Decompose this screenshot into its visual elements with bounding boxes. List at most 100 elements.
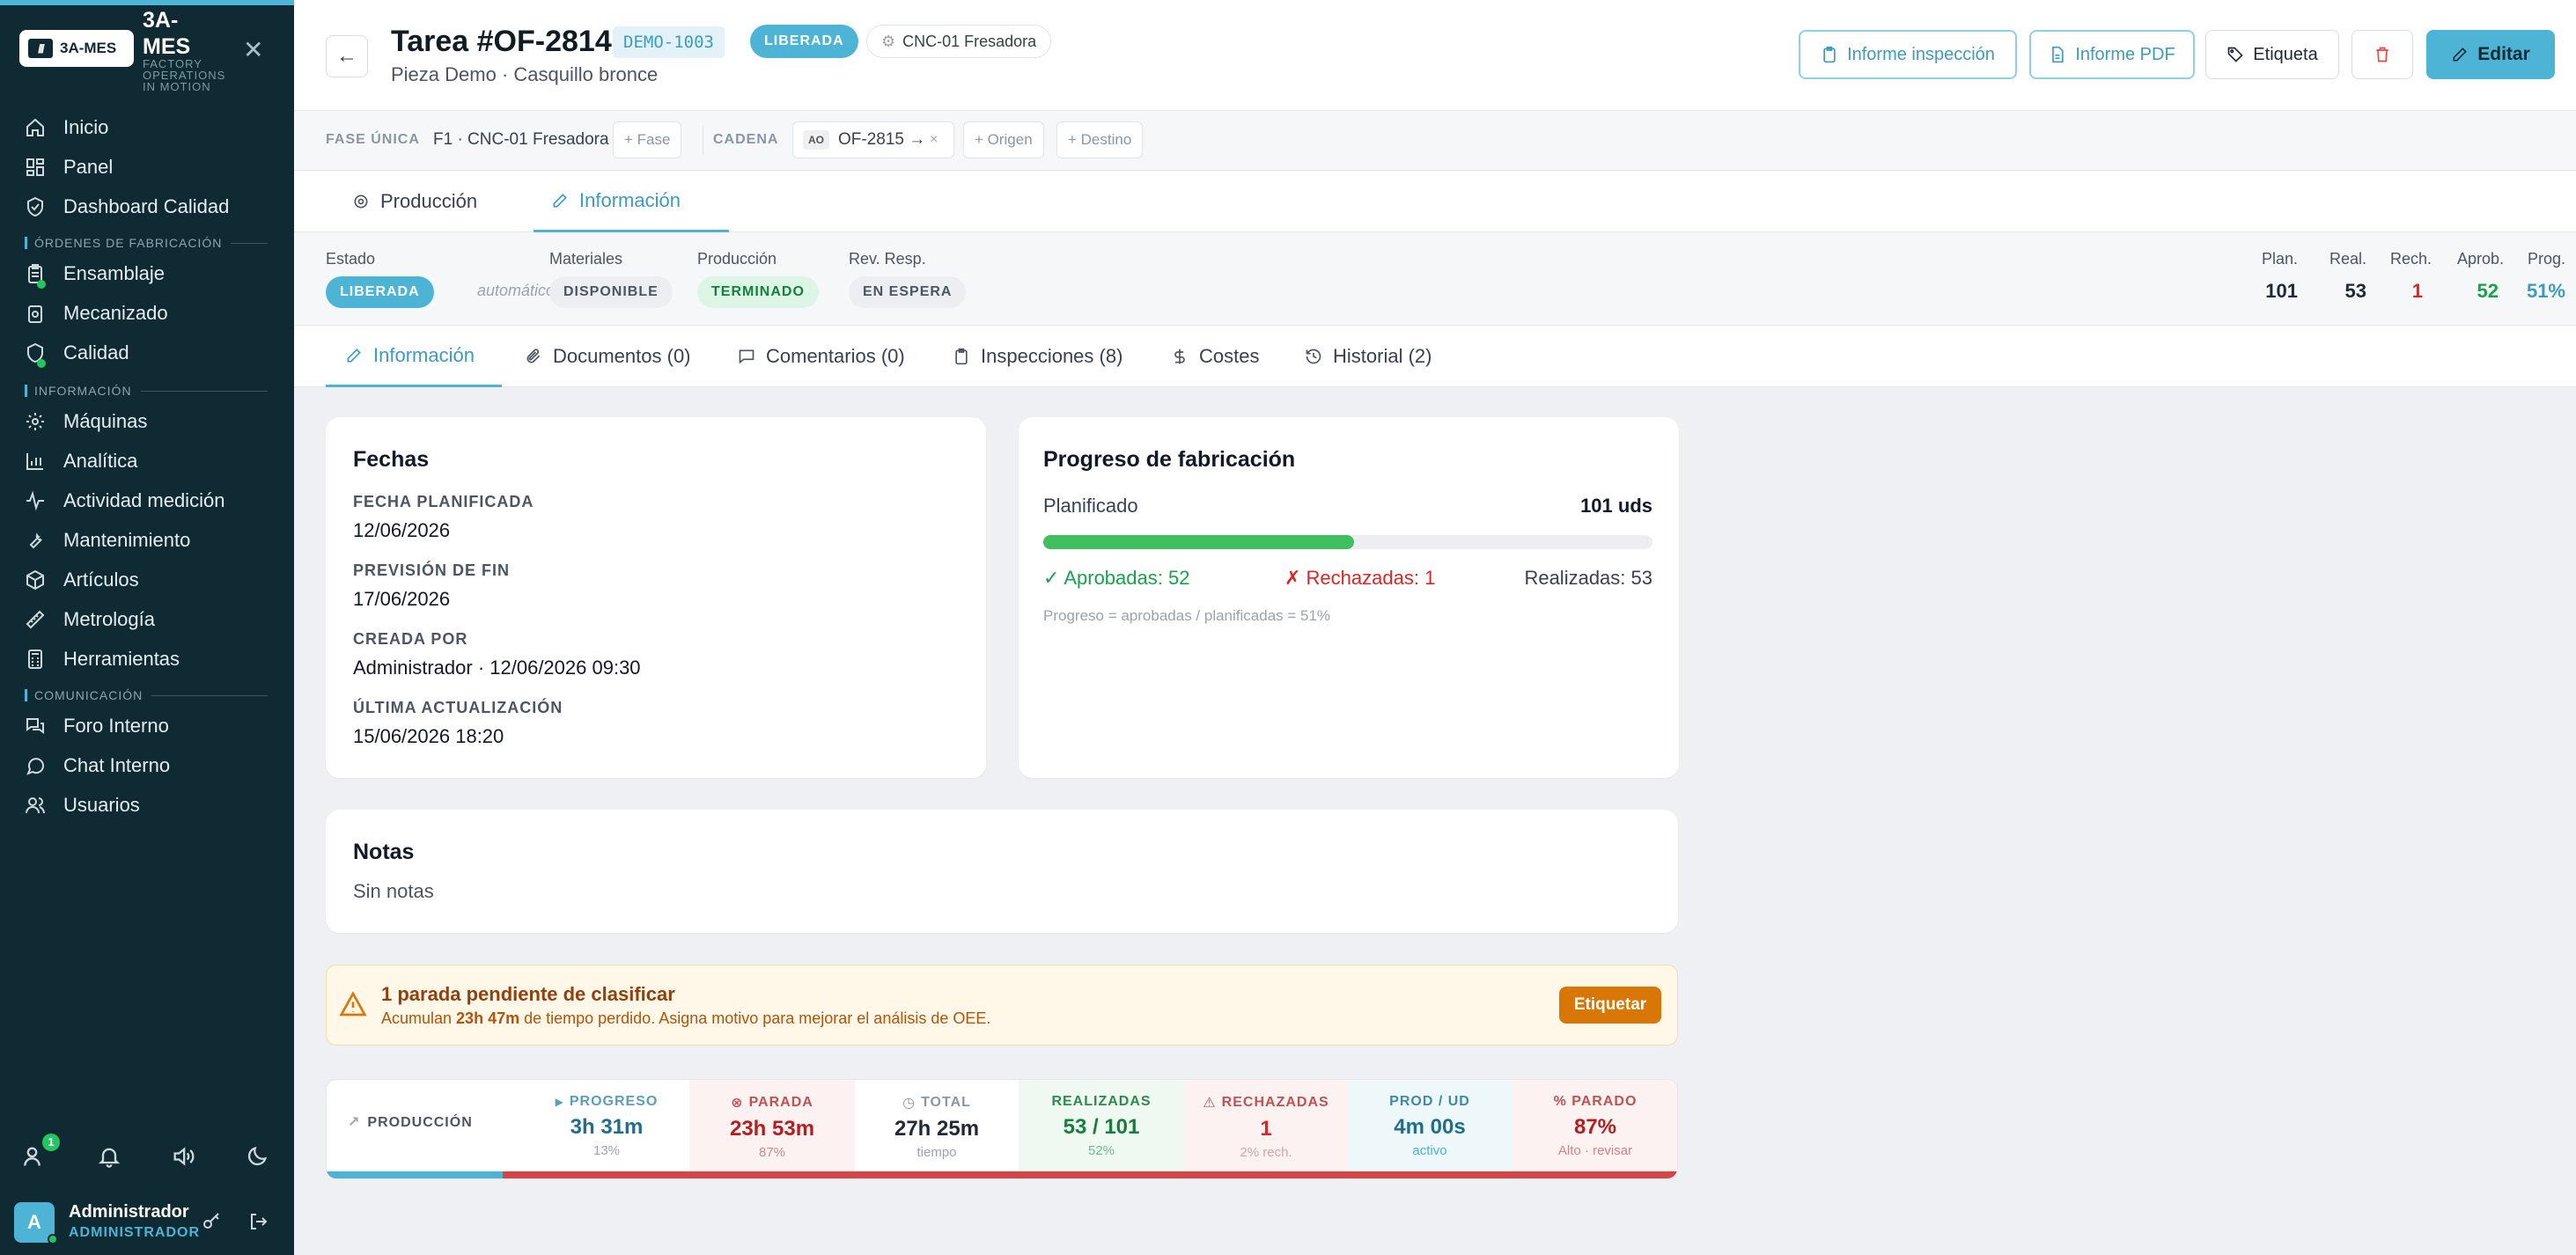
sidebar-item-label: Herramientas [63,648,180,670]
field-value: 17/06/2026 [353,588,451,610]
sidebar-item-mantenimiento[interactable]: Mantenimiento [25,525,190,555]
sidebar-item-ensamblaje[interactable]: Ensamblaje [25,259,165,289]
sidebar-item-maquinas[interactable]: Máquinas [25,407,147,437]
kpi-aprob-value: 52 [2477,280,2499,302]
field-label: ÚLTIMA ACTUALIZACIÓN [353,699,563,716]
section-comunicacion: COMUNICACIÓN [25,688,268,702]
field-value: 12/06/2026 [353,519,451,541]
page-title: Tarea #OF-2814 [391,25,612,58]
sidebar-item-usuarios[interactable]: Usuarios [25,790,140,820]
tab-comentarios[interactable]: Comentarios (0) [738,326,905,387]
sidebar-item-articulos[interactable]: Artículos [25,565,139,595]
edit-button[interactable]: Editar [2426,30,2555,79]
clipboard-icon [955,348,968,365]
activity-icon [26,490,44,511]
production-summary-strip: ↗ PRODUCCIÓN ▶ PROGRESO 3h 31m 13% ⊗ PARADA… [326,1079,1678,1179]
add-origin-button[interactable]: + Origen [963,121,1044,158]
kpi-plan-value: 101 [2265,280,2298,302]
sidebar-item-chat-interno[interactable]: Chat Interno [25,751,170,781]
kpi-aprob-label: Aprob. [2456,250,2504,268]
alert-title: 1 parada pendiente de clasificar [381,983,675,1005]
sidebar-item-foro-interno[interactable]: Foro Interno [25,711,169,741]
planned-value: 101 uds [1580,495,1652,517]
rejected-count: ✗ Rechazadas: 1 [1284,567,1436,589]
pencil-icon [347,348,361,362]
sidebar-item-analitica[interactable]: Analítica [25,446,137,476]
sidebar-item-calidad[interactable]: Calidad [25,338,129,368]
users-online-icon[interactable] [23,1144,48,1169]
users-online-badge: 1 [42,1134,60,1151]
bar-chart-icon [26,453,43,470]
bell-icon[interactable] [97,1144,121,1169]
sidebar-item-label: Ensamblaje [63,262,165,284]
moon-icon[interactable] [245,1144,269,1169]
materiales-label: Materiales [549,250,623,268]
pencil-icon [553,193,567,207]
sidebar-item-dashboard-calidad[interactable]: Dashboard Calidad [25,192,229,222]
sidebar-item-metrologia[interactable]: Metrología [25,605,155,635]
done-count: Realizadas: 53 [1524,567,1652,589]
sidebar-item-label: Panel [63,156,114,178]
online-status-dot [48,1234,58,1244]
back-button[interactable]: ← [326,35,368,77]
file-icon [2052,46,2064,63]
progress-formula: Progreso = aprobadas / planificadas = 51… [1043,607,1331,624]
calculator-icon [28,650,42,669]
fechas-title: Fechas [353,447,430,472]
ps-prod-ud: PROD / UD 4m 00s activo [1348,1080,1512,1171]
kpi-rech-value: 1 [2411,280,2423,302]
tab-costes[interactable]: Costes [1171,326,1259,387]
ruler-icon [26,610,45,629]
chain-remove-icon[interactable]: × [930,132,938,147]
tab-documentos[interactable]: Documentos (0) [525,326,691,387]
status-strip: Estado LIBERADA automático Materiales DI… [294,232,2576,326]
logout-icon[interactable] [248,1211,269,1232]
sidebar-item-label: Usuarios [63,794,140,816]
add-phase-button[interactable]: + Fase [613,121,682,158]
ps-pct-parado: % PARADO 87% Alto · revisar [1512,1080,1677,1171]
phase-value[interactable]: F1 · CNC-01 Fresadora [433,130,609,149]
materiales-badge: DISPONIBLE [549,276,673,308]
users-icon [26,797,45,814]
brand-tagline: FACTORY OPERATIONS IN MOTION [143,57,226,93]
wrench-icon [29,532,42,549]
logo[interactable]: /// 3A-MES [19,30,134,67]
kpi-real-label: Real. [2329,250,2366,268]
paperclip-icon [526,349,541,363]
sidebar-item-herramientas[interactable]: Herramientas [25,644,180,674]
logo-text: 3A-MES [60,40,117,56]
tab-informacion-sub[interactable]: Información [326,326,502,387]
tab-produccion[interactable]: Producción [352,171,477,232]
gear-icon [26,413,44,430]
tab-inspecciones[interactable]: Inspecciones (8) [953,326,1122,387]
chat-icon [26,758,45,775]
sidebar-item-panel[interactable]: Panel [25,152,113,182]
label-button[interactable]: Etiqueta [2205,30,2339,79]
key-icon[interactable] [201,1211,222,1232]
gear-icon: ⚙ [881,33,896,50]
machine-chip[interactable]: ⚙ CNC-01 Fresadora [866,25,1052,58]
status-dot [37,280,46,289]
add-destination-button[interactable]: + Destino [1056,121,1144,158]
kpi-real-value: 53 [2344,280,2366,302]
tab-historial[interactable]: Historial (2) [1305,326,1432,387]
delete-button[interactable] [2352,30,2413,79]
arrow-left-icon: ← [336,44,357,68]
sound-icon[interactable] [171,1144,195,1169]
clipboard-icon [28,264,42,283]
close-sidebar-icon[interactable]: ✕ [243,36,264,63]
inspection-report-button[interactable]: Informe inspección [1799,30,2017,79]
tab-informacion[interactable]: Información [534,171,729,232]
sidebar-item-actividad-medicion[interactable]: Actividad medición [25,486,224,516]
alert-text: Acumulan 23h 47m de tiempo perdido. Asig… [381,1009,991,1027]
sidebar: /// 3A-MES 3A-MES FACTORY OPERATIONS IN … [0,0,294,1255]
estado-badge: LIBERADA [326,276,434,308]
user-role: ADMINISTRADOR [69,1225,200,1240]
sidebar-item-mecanizado[interactable]: Mecanizado [25,298,168,328]
section-ordenes: ÓRDENES DE FABRICACIÓN [25,236,268,250]
sidebar-item-inicio[interactable]: Inicio [25,113,108,143]
tag-stoppage-button[interactable]: Etiquetar [1559,987,1661,1024]
pdf-report-button[interactable]: Informe PDF [2029,30,2195,79]
status-dot [37,359,46,368]
sidebar-item-label: Chat Interno [63,754,171,776]
